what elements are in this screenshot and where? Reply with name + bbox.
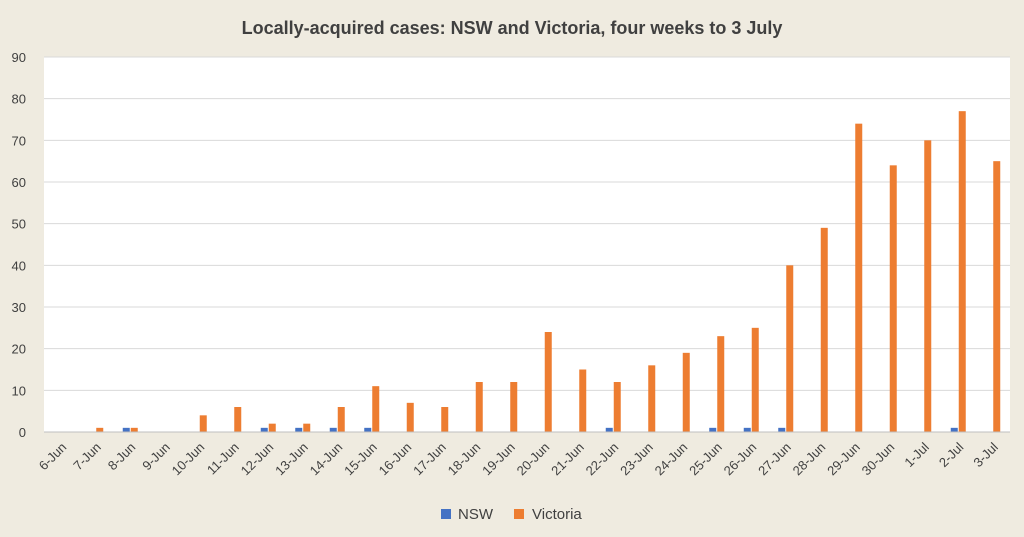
y-tick-label: 90 [12,50,26,65]
bar-victoria-2-jul [958,111,966,433]
bar-victoria-23-jun [648,365,656,432]
bar-victoria-25-jun [717,336,725,432]
bar-victoria-10-jun [199,415,207,432]
bar-nsw-14-jun [329,427,337,432]
y-tick-label: 20 [12,342,26,357]
gridlines [44,56,1010,391]
legend-label-victoria: Victoria [532,506,582,523]
plot-area [44,57,1010,432]
y-tick-label: 0 [19,425,26,440]
bar-victoria-15-jun [372,386,380,432]
y-tick-label: 80 [12,92,26,107]
bar-victoria-13-jun [303,423,311,432]
bar-nsw-13-jun [295,427,303,432]
y-tick-label: 50 [12,217,26,232]
bar-victoria-19-jun [510,382,518,432]
legend-swatch-nsw [441,509,451,519]
y-tick-label: 40 [12,258,26,273]
legend-label-nsw: NSW [458,506,494,523]
y-tick-label: 70 [12,133,26,148]
bar-victoria-28-jun [820,227,828,432]
bar-victoria-27-jun [786,265,794,432]
bar-victoria-24-jun [682,352,690,432]
y-tick-label: 60 [12,175,26,190]
bar-nsw-26-jun [743,427,751,432]
y-tick-label: 10 [12,383,26,398]
bar-victoria-17-jun [441,407,449,432]
bar-nsw-15-jun [364,427,372,432]
bar-victoria-20-jun [544,332,552,432]
bar-victoria-26-jun [751,327,759,432]
bar-victoria-14-jun [337,407,345,432]
bar-victoria-7-jun [96,427,104,432]
bar-victoria-12-jun [268,423,276,432]
bar-nsw-25-jun [709,427,717,432]
bar-victoria-21-jun [579,369,587,432]
bar-victoria-29-jun [855,123,863,433]
legend-swatch-victoria [514,509,524,519]
bar-nsw-8-jun [122,427,130,432]
bar-nsw-22-jun [605,427,613,432]
chart-title: Locally-acquired cases: NSW and Victoria… [242,18,783,38]
bar-nsw-27-jun [778,427,786,432]
y-axis: 0 10 20 30 40 50 60 70 80 90 [12,50,26,440]
bar-victoria-30-jun [889,165,897,433]
y-tick-label: 30 [12,300,26,315]
bar-victoria-3-jul [993,161,1001,432]
bar-nsw-2-jul [950,427,958,432]
bar-victoria-1-jul [924,140,932,433]
bar-victoria-16-jun [406,402,414,432]
bar-victoria-18-jun [475,382,483,432]
bars [96,111,1001,433]
bar-nsw-12-jun [260,427,268,432]
bar-victoria-11-jun [234,407,242,432]
legend: NSW Victoria [441,506,582,523]
bar-victoria-8-jun [130,427,138,432]
bar-victoria-22-jun [613,382,621,432]
